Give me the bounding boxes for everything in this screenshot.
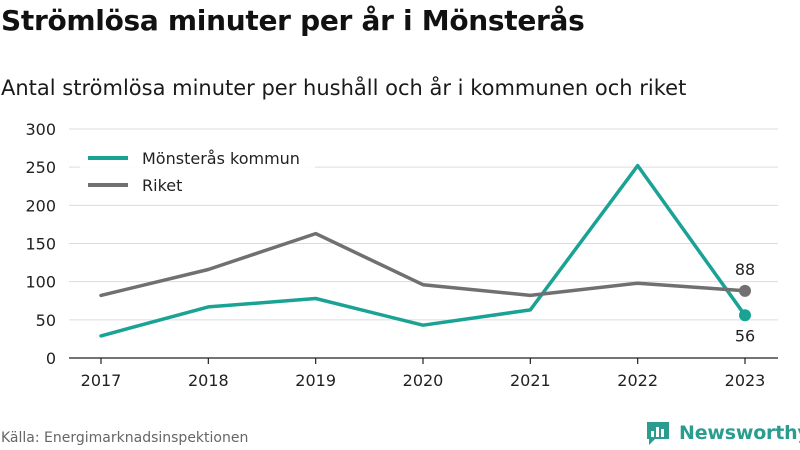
x-tick-label: 2017 <box>81 371 122 390</box>
x-tick-label: 2019 <box>295 371 336 390</box>
end-point-riket <box>739 284 751 297</box>
y-tick-labels: 0 50 100 150 200 250 300 <box>25 120 56 368</box>
y-tick-label: 100 <box>25 273 56 292</box>
end-point-m-nster-s-kommun <box>739 309 751 322</box>
y-tick-label: 300 <box>25 120 56 139</box>
brand-logo: Newsworthy <box>645 420 800 446</box>
y-tick-label: 150 <box>25 235 56 254</box>
x-axis: 2017 2018 2019 2020 2021 2022 2023 <box>69 357 778 390</box>
newsworthy-logo-icon <box>647 422 669 445</box>
x-tick-label: 2021 <box>510 371 551 390</box>
legend: Mönsterås kommun Riket <box>80 144 315 196</box>
brand-name: Newsworthy <box>679 422 800 444</box>
chart-title: Strömlösa minuter per år i Mönsterås <box>1 4 585 37</box>
y-tick-label: 0 <box>46 349 56 368</box>
x-tick-label: 2023 <box>725 371 766 390</box>
series-line-m-nster-s-kommun <box>99 163 747 338</box>
x-tick-label: 2020 <box>403 371 444 390</box>
chart-subtitle: Antal strömlösa minuter per hushåll och … <box>1 76 687 100</box>
data-label: 56 <box>735 326 755 345</box>
y-tick-label: 250 <box>25 158 56 177</box>
data-label: 88 <box>735 260 755 279</box>
y-tick-label: 200 <box>25 196 56 215</box>
x-tick-label: 2018 <box>188 371 229 390</box>
y-tick-label: 50 <box>36 311 56 330</box>
source-note: Källa: Energimarknadsinspektionen <box>1 430 249 446</box>
series-line-riket <box>99 231 747 298</box>
x-tick-label: 2022 <box>617 371 658 390</box>
legend-label: Mönsterås kommun <box>142 149 300 168</box>
legend-label: Riket <box>142 176 182 195</box>
series-lines: 88 56 <box>99 163 755 345</box>
